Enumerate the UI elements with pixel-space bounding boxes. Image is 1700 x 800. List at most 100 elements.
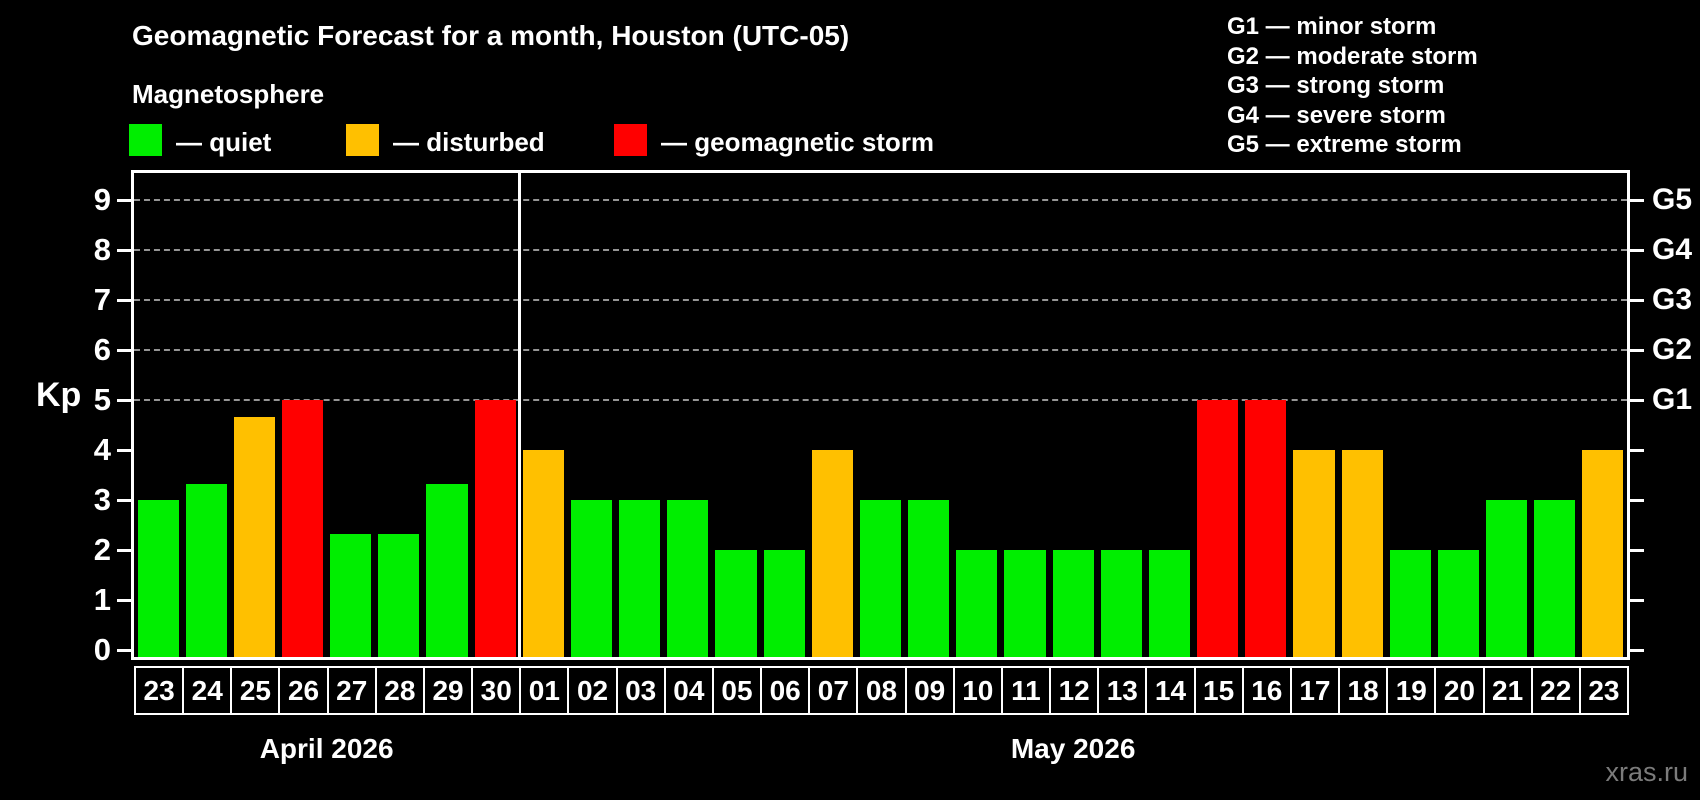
day-label-cell: 27 xyxy=(326,666,377,715)
y-axis-tick-label: 5 xyxy=(93,382,111,417)
kp-bar-day-27 xyxy=(330,533,372,657)
right-axis-tick xyxy=(1630,198,1644,202)
day-label-cell: 09 xyxy=(904,666,955,715)
right-axis-tick xyxy=(1630,648,1644,652)
g-scale-legend-item: G4 — severe storm xyxy=(1227,101,1446,129)
right-axis-tick xyxy=(1630,298,1644,302)
day-label-cell: 16 xyxy=(1241,666,1292,715)
day-label-cell: 06 xyxy=(760,666,811,715)
g-level-label-G1: G1 xyxy=(1652,383,1693,416)
day-label-cell: 19 xyxy=(1386,666,1437,715)
right-axis-tick xyxy=(1630,548,1644,552)
g-scale-legend-item: G1 — minor storm xyxy=(1227,13,1437,40)
y-axis-tick-label: 0 xyxy=(93,632,111,667)
day-label-cell: 03 xyxy=(615,666,666,715)
day-label-cell: 23 xyxy=(1578,666,1629,715)
gridline-kp5 xyxy=(134,399,1627,401)
y-axis-tick xyxy=(117,598,131,602)
day-label-cell: 12 xyxy=(1049,666,1100,715)
kp-bar-day-17 xyxy=(1293,450,1335,657)
kp-bar-day-10 xyxy=(956,550,998,657)
y-axis-tick xyxy=(117,498,131,502)
kp-bar-day-09 xyxy=(908,500,950,657)
day-label-cell: 26 xyxy=(278,666,329,715)
g-scale-legend-item: G3 — strong storm xyxy=(1227,72,1445,100)
g-scale-legend-item: G5 — extreme storm xyxy=(1227,131,1462,159)
day-label-cell: 13 xyxy=(1097,666,1148,715)
legend-swatch-quiet xyxy=(129,124,162,156)
day-label-cell: 18 xyxy=(1338,666,1389,715)
month-separator xyxy=(517,173,521,657)
kp-bar-day-07 xyxy=(811,450,853,657)
kp-bar-day-29 xyxy=(426,483,468,657)
watermark: xras.ru xyxy=(1605,757,1688,787)
kp-bar-day-11 xyxy=(1004,550,1046,657)
kp-bar-day-14 xyxy=(1148,550,1191,657)
g-level-label-G3: G3 xyxy=(1652,283,1693,316)
day-label-cell: 28 xyxy=(374,666,425,715)
day-label-cell: 29 xyxy=(422,666,474,715)
day-label-cell: 23 xyxy=(134,666,185,715)
day-label-cell: 07 xyxy=(808,666,859,715)
y-axis-tick-label: 2 xyxy=(93,532,111,567)
right-axis-tick xyxy=(1630,398,1644,402)
y-axis-tick xyxy=(117,348,131,352)
kp-bar-day-25 xyxy=(233,416,275,657)
day-label-cell: 02 xyxy=(567,666,618,715)
g-level-label-G4: G4 xyxy=(1652,233,1693,266)
chart-subtitle: Magnetosphere xyxy=(132,79,325,109)
day-label-cell: 17 xyxy=(1289,666,1341,715)
kp-bar-day-19 xyxy=(1389,550,1431,657)
y-axis-tick-label: 6 xyxy=(93,332,111,367)
day-label-cell: 20 xyxy=(1434,666,1485,715)
day-label-cell: 24 xyxy=(182,666,233,715)
y-axis-tick xyxy=(117,548,131,552)
kp-bar-day-23 xyxy=(137,500,179,657)
kp-bar-day-12 xyxy=(1052,550,1094,657)
kp-bar-day-24 xyxy=(185,483,227,657)
g-scale-legend-item: G2 — moderate storm xyxy=(1227,42,1478,70)
day-label-cell: 05 xyxy=(711,666,763,715)
kp-bar-day-04 xyxy=(667,500,709,657)
day-label-cell: 25 xyxy=(230,666,281,715)
y-axis-tick-label: 3 xyxy=(93,482,111,517)
kp-bar-day-23 xyxy=(1582,450,1624,657)
day-label-cell: 21 xyxy=(1482,666,1533,715)
y-axis-tick xyxy=(117,298,131,302)
y-axis-tick xyxy=(117,198,131,202)
gridline-kp6 xyxy=(134,349,1627,351)
kp-bar-day-26 xyxy=(281,400,324,657)
day-label-cell: 04 xyxy=(663,666,714,715)
y-axis-tick-label: 1 xyxy=(93,582,111,617)
day-label-cell: 01 xyxy=(519,666,570,715)
day-label-cell: 22 xyxy=(1530,666,1581,715)
y-axis-tick xyxy=(117,448,131,452)
legend-label-disturbed: — disturbed xyxy=(393,127,545,157)
g-level-label-G5: G5 xyxy=(1652,183,1693,216)
kp-bar-day-03 xyxy=(619,500,661,657)
right-axis-tick xyxy=(1630,448,1644,452)
plot-area xyxy=(131,170,1630,660)
day-label-cell: 30 xyxy=(471,666,522,715)
day-label-cell: 14 xyxy=(1145,666,1196,715)
right-axis-tick xyxy=(1630,248,1644,252)
right-axis-tick xyxy=(1630,498,1644,502)
kp-bar-day-18 xyxy=(1341,450,1383,657)
y-axis-tick xyxy=(117,648,131,652)
gridline-kp8 xyxy=(134,249,1627,251)
legend-swatch-storm xyxy=(614,124,647,156)
kp-bar-day-22 xyxy=(1534,500,1576,657)
gridline-kp7 xyxy=(134,299,1627,301)
g-level-label-G2: G2 xyxy=(1652,333,1693,366)
kp-bar-day-15 xyxy=(1197,400,1239,657)
legend-swatch-disturbed xyxy=(346,124,379,156)
y-axis-tick-label: 4 xyxy=(93,432,111,467)
day-label-cell: 11 xyxy=(1000,666,1052,715)
day-label-cell: 15 xyxy=(1193,666,1244,715)
y-axis-tick-label: 9 xyxy=(93,182,111,217)
y-axis-tick xyxy=(117,248,131,252)
day-label-cell: 10 xyxy=(952,666,1003,715)
legend-label-storm: — geomagnetic storm xyxy=(661,127,935,157)
kp-bar-day-13 xyxy=(1100,550,1142,657)
kp-bar-day-30 xyxy=(474,400,516,657)
